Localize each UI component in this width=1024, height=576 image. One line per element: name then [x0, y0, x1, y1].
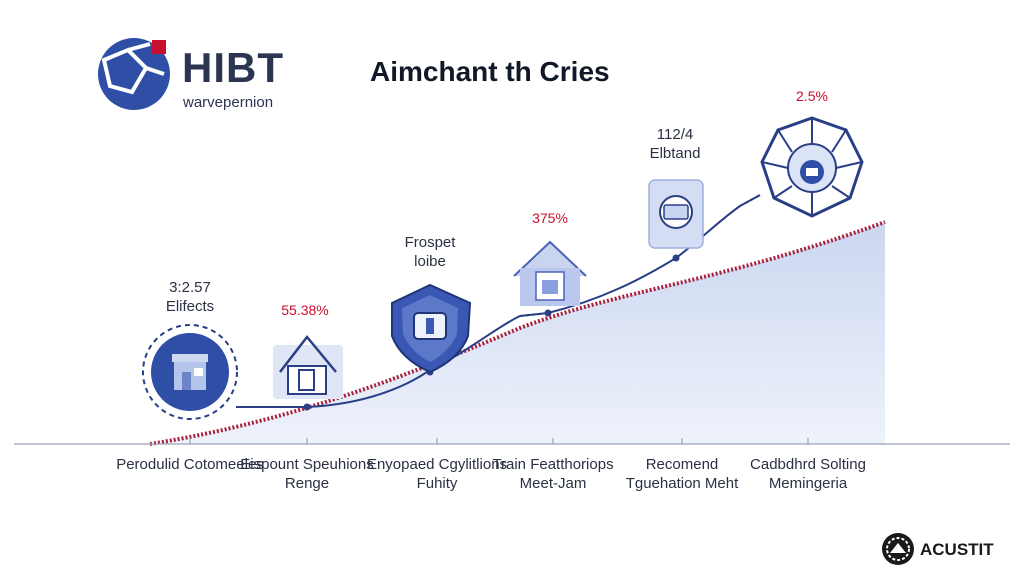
shield-icon [391, 283, 472, 374]
step-1-category: Perodulid Cotomeeles [116, 456, 264, 473]
house-icon [273, 334, 343, 399]
growth-curve [149, 220, 886, 446]
brand-name: HIBT [182, 44, 284, 91]
step-5-top-label: 112/4 Elbtand [649, 126, 701, 162]
baseline-ticks [189, 438, 809, 444]
step-5-category: Recomend Tguehation Meht [625, 456, 739, 492]
step-6-percent: 2.5% [796, 88, 828, 104]
footer-brand: ACUSTIT [920, 540, 994, 559]
house-icon [513, 240, 587, 306]
growth-area [150, 222, 885, 444]
wallet-icon [648, 179, 704, 249]
step-2-category: Eispount Speuhions Renge [240, 456, 374, 492]
page-title: Aimchant th Cries [370, 56, 610, 87]
step-1-top-label: 3:2.57 Elifects [165, 279, 215, 315]
step-3-top-label: Frospet loibe [404, 234, 456, 270]
brand-subtitle: warvepernion [183, 94, 274, 111]
step-2-percent: 55.38% [281, 302, 329, 318]
step-4-category: Train Featthoriops Meet-Jam [492, 456, 614, 492]
step-6-category: Cadbdhrd Solting Memingeria [750, 456, 866, 492]
storefront-icon [142, 324, 238, 420]
step-4-percent: 375% [532, 210, 568, 226]
step-3-category: Enyopaed Cgylitlions Fuhity [366, 456, 508, 492]
footer-logo-icon [882, 533, 914, 565]
brand-logo-icon [98, 38, 170, 110]
network-badge-icon [760, 116, 864, 218]
